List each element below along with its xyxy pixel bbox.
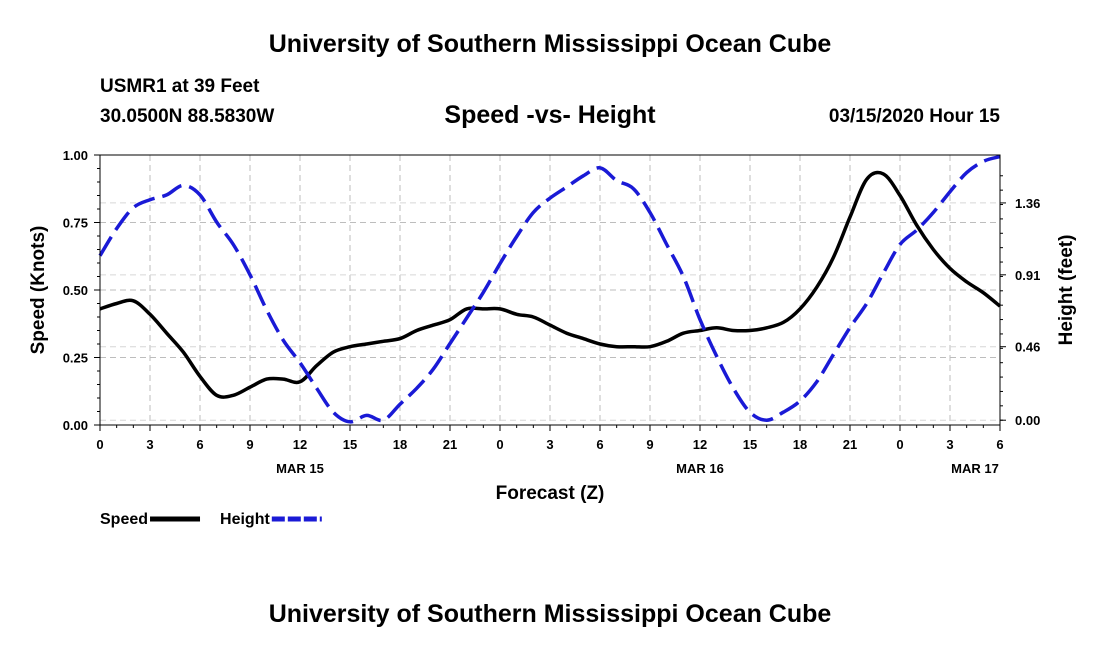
x-tick-label: 12 xyxy=(693,437,707,452)
x-tick-label: 3 xyxy=(946,437,953,452)
legend: Speed Height xyxy=(100,511,322,528)
x-axis-title: Forecast (Z) xyxy=(496,483,605,504)
x-tick-label: 0 xyxy=(96,437,103,452)
date-label: MAR 17 xyxy=(951,461,999,476)
forecast-datetime: 03/15/2020 Hour 15 xyxy=(828,106,1000,127)
y-tick-label: 0.00 xyxy=(63,418,88,433)
x-tick-label: 3 xyxy=(146,437,153,452)
y2-axis-title: Height (feet) xyxy=(1056,235,1077,346)
x-tick-label: 9 xyxy=(246,437,253,452)
y-tick-label: 0.75 xyxy=(63,216,88,231)
y-tick-label: 1.00 xyxy=(63,148,88,163)
x-tick-label: 21 xyxy=(443,437,457,452)
series-line-height xyxy=(98,154,1001,424)
x-tick-label: 18 xyxy=(393,437,407,452)
axis-labels: 0 3 6 9 12 15 18 21 0 3 6 9 12 15 18 21 0 3 6 0.00 0.25 0.50 0… xyxy=(28,148,1077,504)
series-line-speed xyxy=(99,170,1002,399)
x-tick-label: 12 xyxy=(293,437,307,452)
y2-tick-label: 0.91 xyxy=(1015,268,1040,283)
axis-ticks xyxy=(94,154,1006,431)
y-axis-title: Speed (Knots) xyxy=(28,226,49,355)
x-tick-label: 0 xyxy=(896,437,903,452)
legend-label-height: Height xyxy=(220,511,270,528)
date-label: MAR 15 xyxy=(276,461,324,476)
y2-tick-label: 0.46 xyxy=(1015,340,1040,355)
x-tick-label: 6 xyxy=(196,437,203,452)
y-tick-label: 0.50 xyxy=(63,283,88,298)
y-tick-label: 0.25 xyxy=(63,351,88,366)
x-tick-label: 6 xyxy=(996,437,1003,452)
x-tick-label: 0 xyxy=(496,437,503,452)
x-tick-label: 3 xyxy=(546,437,553,452)
x-tick-label: 15 xyxy=(343,437,357,452)
chart-title-bottom: University of Southern Mississippi Ocean… xyxy=(268,600,832,628)
series-layer xyxy=(98,154,1002,424)
x-tick-label: 18 xyxy=(793,437,807,452)
y2-tick-label: 0.00 xyxy=(1015,413,1040,428)
x-tick-label: 9 xyxy=(646,437,653,452)
coordinates-label: 30.0500N 88.5830W xyxy=(100,106,275,127)
date-label: MAR 16 xyxy=(676,461,724,476)
legend-label-speed: Speed xyxy=(100,511,148,528)
x-tick-label: 15 xyxy=(743,437,757,452)
grid-lines xyxy=(100,155,1000,425)
chart-subtitle: Speed -vs- Height xyxy=(444,101,656,129)
y2-tick-label: 1.36 xyxy=(1015,196,1040,211)
x-tick-label: 21 xyxy=(843,437,857,452)
station-label: USMR1 at 39 Feet xyxy=(100,76,260,97)
chart-title-top: University of Southern Mississippi Ocean… xyxy=(268,30,832,58)
x-tick-label: 6 xyxy=(596,437,603,452)
